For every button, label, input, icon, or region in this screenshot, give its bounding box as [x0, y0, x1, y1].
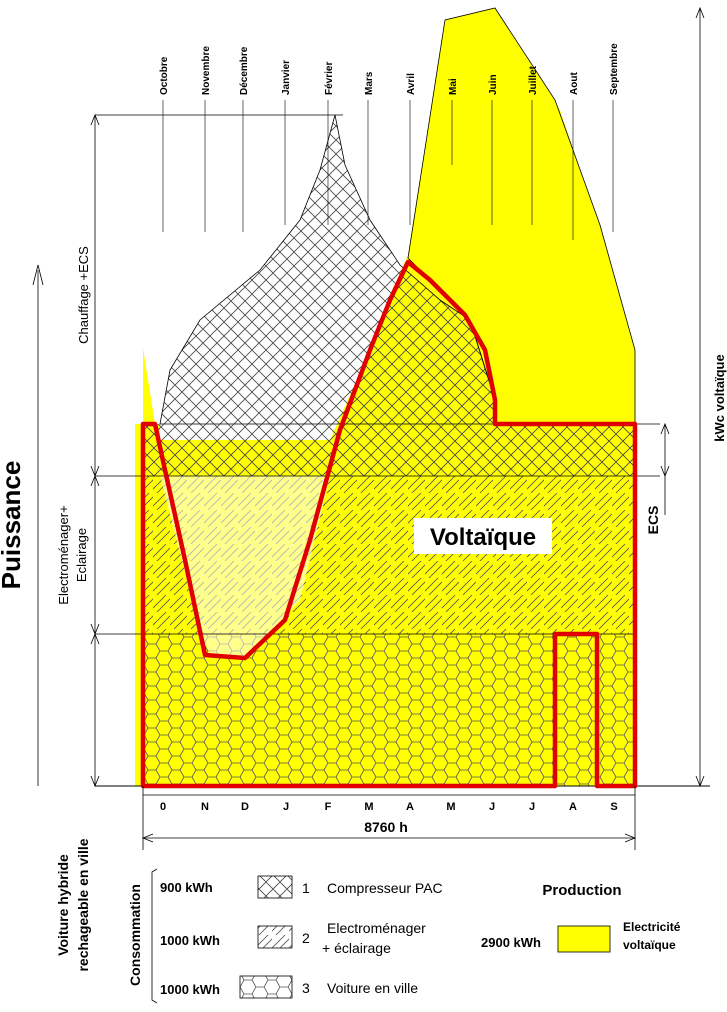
month-label: Mai	[448, 78, 459, 95]
heating-pac-area	[159, 114, 496, 425]
month-letter: F	[325, 801, 332, 813]
appliances-label-line1: Electroménager+	[56, 505, 71, 604]
production-swatch	[557, 925, 611, 953]
legend-label-3: Voiture en ville	[327, 980, 418, 996]
legend-num-2: 2	[302, 930, 310, 946]
month-label: Novembre	[201, 46, 212, 95]
month-letter: J	[489, 801, 495, 813]
month-label: Décembre	[239, 46, 250, 95]
month-label: Juillet	[528, 65, 539, 95]
month-label: Mars	[364, 71, 375, 95]
production-label-1: Electricité	[623, 920, 681, 934]
y-axis-label: Puissance	[0, 461, 26, 590]
kwc-label: kWc voltaïque	[712, 354, 727, 441]
voltaique-label: Voltaïque	[430, 524, 536, 551]
legend-swatch-pac	[257, 875, 293, 899]
consumption-outline	[140, 259, 638, 789]
ecs-label: ECS	[645, 506, 661, 535]
appliances-label-line2: Eclairage	[74, 528, 89, 582]
month-letter: J	[283, 801, 289, 813]
month-letter: D	[241, 801, 249, 813]
month-letter: M	[446, 801, 455, 813]
month-guide-lines	[162, 100, 614, 240]
month-label: Janvier	[281, 60, 292, 95]
voltaique-box	[414, 518, 552, 554]
legend-label-2a: Electroménager	[327, 920, 426, 936]
month-label: Septembre	[609, 43, 620, 95]
month-letter: N	[201, 801, 209, 813]
month-label: Juin	[488, 74, 499, 95]
month-letter: M	[364, 801, 373, 813]
legend-swatch-appliances	[257, 925, 293, 949]
month-letter: 0	[160, 801, 166, 813]
production-title: Production	[542, 882, 621, 899]
legend-kwh-2: 1000 kWh	[160, 933, 220, 948]
car-label-line1: Voiture hybride	[55, 854, 71, 956]
legend-num-1: 1	[302, 880, 310, 896]
legend-label-1: Compresseur PAC	[327, 880, 443, 896]
production-label-2: voltaïque	[623, 938, 676, 952]
month-letter: A	[569, 801, 577, 813]
month-label: Aout	[569, 72, 580, 95]
duration-label: 8760 h	[364, 819, 408, 835]
top-month-labels: Octobre Novembre Décembre Janvier Févrie…	[159, 43, 620, 95]
heating-pac-area-lower	[143, 424, 635, 476]
legend-kwh-3: 1000 kWh	[160, 982, 220, 997]
legend-kwh-1: 900 kWh	[160, 880, 213, 895]
month-label: Octobre	[159, 56, 170, 95]
bottom-month-labels: 0 N D J F M A M J J A S	[160, 801, 618, 813]
month-label: Février	[324, 62, 335, 95]
bottom-axis	[141, 786, 637, 850]
legend-swatch-car	[239, 975, 293, 999]
production-kwh: 2900 kWh	[481, 935, 541, 950]
month-letter: A	[406, 801, 414, 813]
month-label: Avril	[406, 73, 417, 95]
legend-title: Consommation	[127, 884, 143, 986]
car-label-line2: rechageable en ville	[75, 838, 91, 971]
legend: Consommation 900 kWh 1 Compresseur PAC 1…	[127, 868, 681, 1004]
legend-label-2b: + éclairage	[322, 940, 391, 956]
legend-num-3: 3	[302, 980, 310, 996]
month-letter: J	[529, 801, 535, 813]
left-dimension	[32, 113, 100, 788]
month-letter: S	[610, 801, 617, 813]
heating-label: Chauffage +ECS	[76, 246, 91, 344]
right-dimension	[660, 6, 705, 788]
